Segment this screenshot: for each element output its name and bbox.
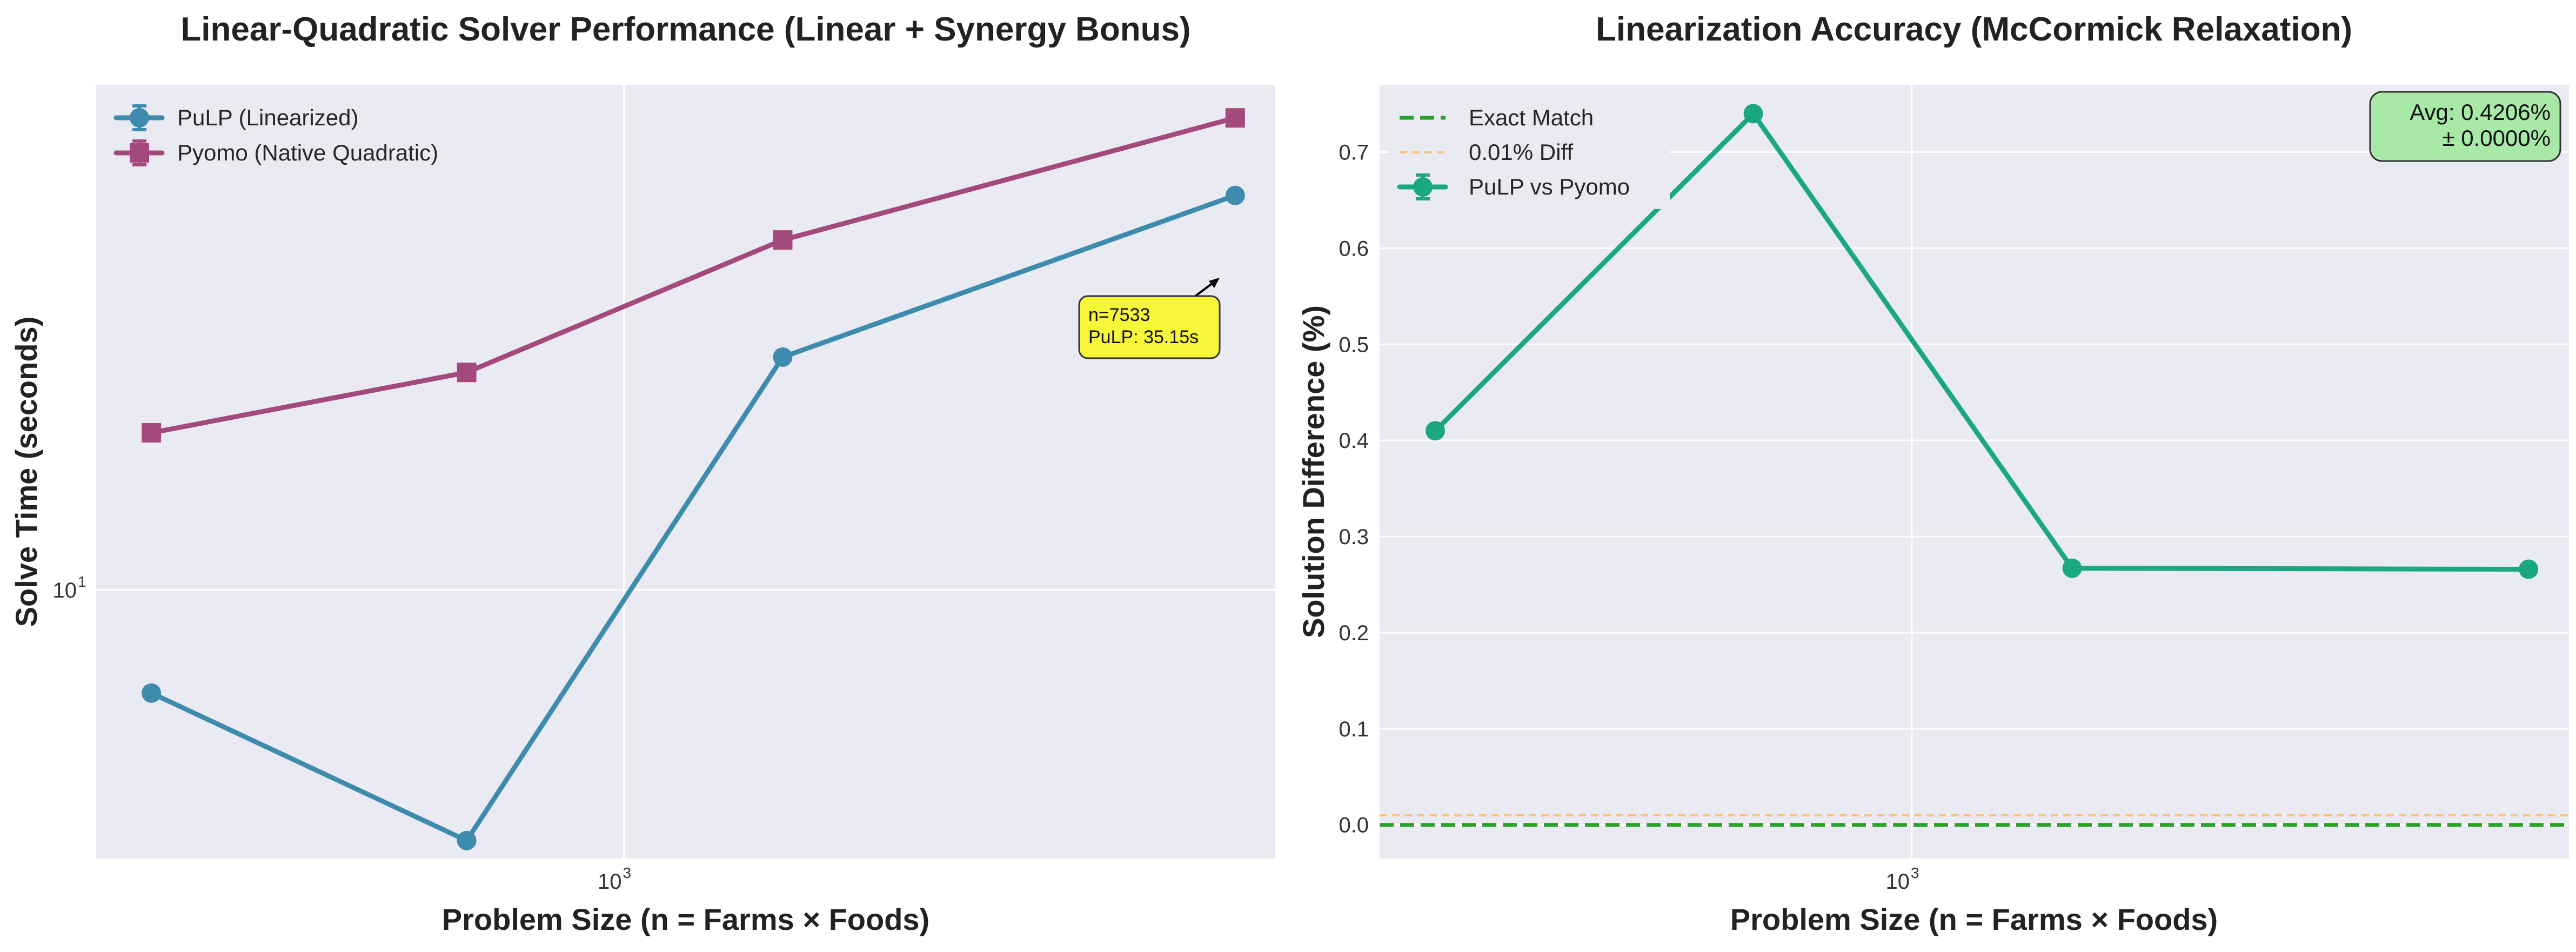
y-tick-exponent: 1 <box>78 573 86 590</box>
data-point <box>457 363 477 383</box>
plot-area <box>96 85 1275 859</box>
annotation: n=7533 PuLP: 35.15s <box>1078 278 1221 359</box>
y-tick-label: 0.0 <box>1339 814 1369 837</box>
stats-average: Avg: 0.4206% <box>2410 99 2551 125</box>
series-line-0 <box>1433 111 2531 572</box>
data-point <box>1743 104 1763 124</box>
chart-title: Linearization Accuracy (McCormick Relaxa… <box>1596 11 2352 48</box>
data-point <box>457 830 477 850</box>
legend-label-threshold: 0.01% Diff <box>1469 139 1573 165</box>
reference-lines <box>1380 814 2569 827</box>
y-tick-label: 0.7 <box>1339 141 1369 165</box>
data-point <box>1225 108 1245 128</box>
legend: Exact Match 0.01% Diff PuLP vs Pyomo <box>1389 93 1670 209</box>
legend-entry-exact-match: Exact Match <box>1400 105 1594 130</box>
annotation-box <box>1078 295 1221 359</box>
series-group <box>1426 104 2539 579</box>
legend-label-pyomo: Pyomo (Native Quadratic) <box>177 140 438 165</box>
legend-entry-threshold: 0.01% Diff <box>1400 139 1573 165</box>
series-line-1 <box>149 115 1238 435</box>
y-tick-label: 0.3 <box>1339 525 1369 549</box>
annotation-line-1: n=7533 <box>1088 305 1150 325</box>
data-point <box>2519 559 2539 579</box>
stats-deviation: ± 0.0000% <box>2442 125 2551 151</box>
chart-title: Linear-Quadratic Solver Performance (Lin… <box>180 11 1190 48</box>
y-tick-label: 0.4 <box>1339 429 1369 453</box>
data-point <box>773 230 793 250</box>
y-tick-label: 0.1 <box>1339 718 1369 741</box>
legend-label-pulp-vs-pyomo: PuLP vs Pyomo <box>1469 174 1630 199</box>
series-line-0 <box>149 193 1238 843</box>
x-tick-label: 10 <box>598 870 622 894</box>
annotation-arrowhead <box>1209 278 1220 288</box>
data-point <box>142 423 162 443</box>
data-point <box>1225 185 1245 205</box>
legend-marker-pulp <box>130 108 149 128</box>
tick-labels: 10 3 0.0 0.1 0.2 0.3 0.4 0.5 0.6 0.7 <box>1339 141 1919 894</box>
stats-box-background <box>2369 91 2561 162</box>
y-axis-label: Solve Time (seconds) <box>9 317 43 627</box>
series-group <box>142 108 1245 850</box>
x-tick-exponent: 3 <box>1911 864 1919 881</box>
legend-marker-pulp-vs-pyomo <box>1413 177 1433 197</box>
y-tick-label: 0.5 <box>1339 333 1369 357</box>
legend-entry-pulp: PuLP (Linearized) <box>113 104 358 131</box>
y-axis-label: Solution Difference (%) <box>1296 305 1330 638</box>
data-point <box>1426 421 1446 441</box>
accuracy-panel: Linearization Accuracy (McCormick Relaxa… <box>1296 11 2569 936</box>
x-tick-label: 10 <box>1885 870 1910 894</box>
data-point <box>142 683 162 703</box>
legend-entry-pulp-vs-pyomo: PuLP vs Pyomo <box>1397 173 1630 200</box>
stats-box: Avg: 0.4206% ± 0.0000% <box>2369 91 2561 162</box>
data-point <box>773 347 793 367</box>
data-point <box>2062 558 2082 578</box>
legend-entry-pyomo: Pyomo (Native Quadratic) <box>113 139 438 166</box>
legend-label-exact-match: Exact Match <box>1469 105 1594 130</box>
y-tick-label: 10 <box>53 579 77 602</box>
y-tick-label: 0.6 <box>1339 237 1369 260</box>
legend: PuLP (Linearized) Pyomo (Native Quadrati… <box>105 93 489 177</box>
legend-label-pulp: PuLP (Linearized) <box>177 105 358 130</box>
x-axis-label: Problem Size (n = Farms × Foods) <box>442 902 929 936</box>
x-tick-exponent: 3 <box>623 864 631 881</box>
y-tick-label: 0.2 <box>1339 621 1369 645</box>
legend-box <box>1389 93 1670 209</box>
solve-time-panel: Linear-Quadratic Solver Performance (Lin… <box>9 11 1275 936</box>
legend-box <box>105 93 489 177</box>
annotation-line-2: PuLP: 35.15s <box>1088 327 1199 347</box>
x-axis-label: Problem Size (n = Farms × Foods) <box>1730 902 2218 936</box>
legend-marker-pyomo <box>130 143 149 163</box>
grid <box>96 85 1275 859</box>
